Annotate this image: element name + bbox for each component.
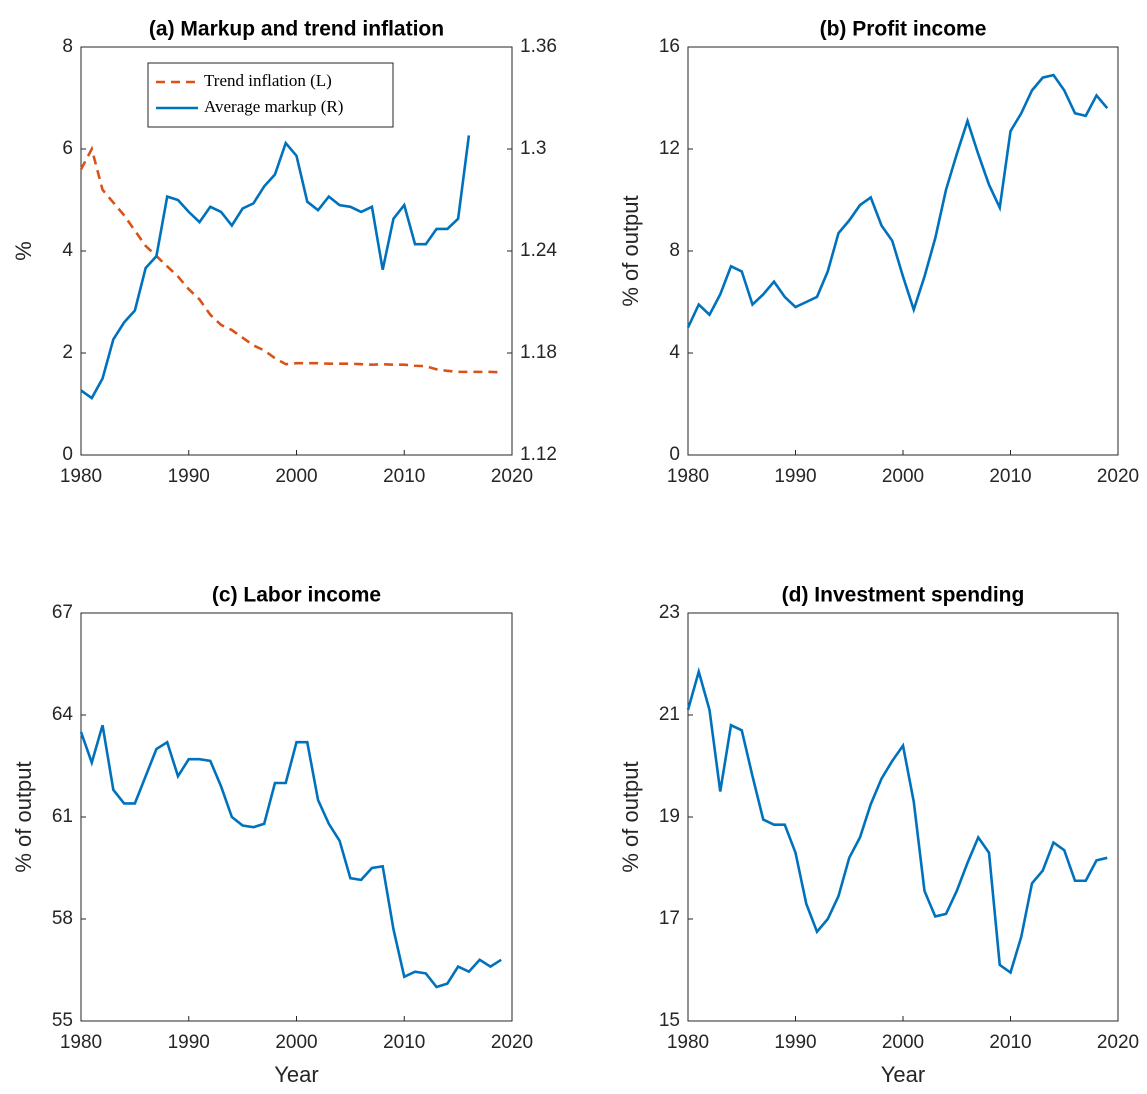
- y-tick-label: 8: [669, 240, 680, 261]
- y2-tick-label: 1.36: [520, 36, 557, 57]
- y2-tick-label: 1.24: [520, 240, 557, 261]
- chart-title: (b) Profit income: [820, 18, 987, 41]
- x-tick-label: 1980: [667, 466, 709, 487]
- legend-label: Trend inflation (L): [204, 71, 332, 90]
- y2-tick-label: 1.3: [520, 138, 546, 159]
- y-axis-label: %: [11, 241, 36, 261]
- x-tick-label: 2020: [491, 1032, 533, 1053]
- x-tick-label: 2020: [491, 466, 533, 487]
- data-line: [80, 135, 471, 400]
- x-tick-label: 1990: [168, 466, 210, 487]
- x-tick-label: 1990: [168, 1032, 210, 1053]
- x-tick-label: 1990: [774, 1032, 816, 1053]
- legend-label: Average markup (R): [204, 97, 343, 116]
- y-axis-label: % of output: [11, 761, 36, 872]
- y-tick-label: 67: [52, 602, 73, 623]
- x-tick-label: 2010: [989, 466, 1031, 487]
- data-line: [79, 145, 502, 374]
- y-tick-label: 16: [659, 36, 680, 57]
- x-tick-label: 2000: [882, 466, 924, 487]
- y-tick-label: 61: [52, 806, 73, 827]
- data-line: [79, 724, 502, 989]
- y-tick-label: 15: [659, 1010, 680, 1031]
- x-tick-label: 2010: [989, 1032, 1031, 1053]
- x-tick-label: 1980: [60, 1032, 102, 1053]
- y-tick-label: 4: [669, 342, 680, 363]
- chart-title: (d) Investment spending: [782, 584, 1025, 607]
- x-tick-label: 2020: [1097, 466, 1139, 487]
- x-tick-label: 1980: [667, 1032, 709, 1053]
- y-tick-label: 12: [659, 138, 680, 159]
- y-tick-label: 64: [52, 704, 74, 725]
- y-tick-label: 19: [659, 806, 680, 827]
- x-tick-label: 2020: [1097, 1032, 1139, 1053]
- y-tick-label: 23: [659, 602, 680, 623]
- y-axis-label: % of output: [618, 195, 643, 306]
- y-tick-label: 0: [62, 444, 73, 465]
- y-tick-label: 8: [62, 36, 73, 57]
- x-tick-label: 2000: [882, 1032, 924, 1053]
- axes-box: [687, 46, 1119, 456]
- x-tick-label: 1990: [774, 466, 816, 487]
- axes-box: [687, 612, 1119, 1022]
- y-tick-label: 6: [62, 138, 73, 159]
- y-tick-label: 55: [52, 1010, 73, 1031]
- chart-title: (c) Labor income: [212, 584, 381, 607]
- y2-tick-label: 1.12: [520, 444, 557, 465]
- data-line: [686, 666, 1108, 975]
- x-tick-label: 2000: [275, 466, 317, 487]
- data-line: [686, 73, 1109, 329]
- axes-box: [80, 612, 513, 1022]
- y-tick-label: 58: [52, 908, 73, 929]
- x-tick-label: 2010: [383, 1032, 425, 1053]
- legend: Trend inflation (L) Average markup (R): [147, 62, 394, 128]
- y-tick-label: 4: [62, 240, 73, 261]
- x-tick-label: 2010: [383, 466, 425, 487]
- chart-title: (a) Markup and trend inflation: [149, 18, 444, 41]
- x-axis-label: Year: [881, 1062, 925, 1087]
- x-tick-label: 1980: [60, 466, 102, 487]
- legend-box: [147, 62, 394, 128]
- x-tick-label: 2000: [275, 1032, 317, 1053]
- y-axis-label: % of output: [618, 761, 643, 872]
- y-tick-label: 17: [659, 908, 680, 929]
- y-tick-label: 21: [659, 704, 680, 725]
- y2-tick-label: 1.18: [520, 342, 557, 363]
- y-tick-label: 0: [669, 444, 680, 465]
- y-tick-label: 2: [62, 342, 73, 363]
- x-axis-label: Year: [274, 1062, 318, 1087]
